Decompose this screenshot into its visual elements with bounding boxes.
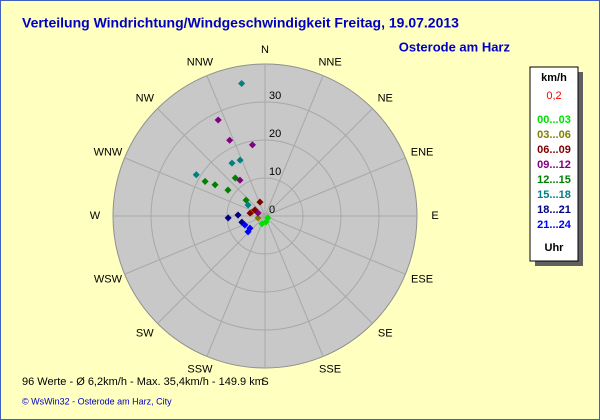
- r-tick-label: 0: [269, 204, 275, 216]
- legend-title: km/h: [541, 72, 567, 84]
- data-point: [246, 209, 254, 217]
- r-tick-label: 10: [269, 166, 281, 178]
- calm-label: 0,2: [546, 90, 561, 102]
- direction-label: N: [261, 44, 269, 56]
- data-point: [238, 79, 246, 88]
- grid-ring: [188, 139, 342, 293]
- data-point: [201, 177, 209, 185]
- direction-label: NNW: [187, 57, 214, 69]
- legend-label: 21...24: [537, 219, 572, 231]
- data-point: [254, 214, 262, 222]
- direction-label: SW: [136, 327, 154, 339]
- direction-label: SSW: [187, 363, 213, 375]
- direction-label: NW: [136, 93, 155, 105]
- r-tick-label: 30: [269, 90, 281, 102]
- direction-label: NNE: [318, 57, 341, 69]
- direction-label: ENE: [411, 146, 434, 158]
- data-point: [246, 224, 254, 232]
- data-point: [211, 181, 219, 189]
- legend-label: 06...09: [537, 144, 571, 156]
- data-point: [224, 186, 232, 194]
- r-tick-label: 20: [269, 128, 281, 140]
- direction-label: SE: [378, 327, 393, 339]
- grid-ring: [150, 101, 380, 331]
- data-point: [226, 136, 234, 144]
- data-point: [228, 159, 236, 167]
- data-point: [264, 214, 272, 222]
- direction-label: WNW: [94, 146, 123, 158]
- direction-label: E: [431, 210, 438, 222]
- direction-label: ESE: [411, 273, 433, 285]
- data-point: [224, 214, 232, 222]
- legend-box: [529, 66, 579, 262]
- legend-label: 12...15: [537, 174, 571, 186]
- direction-label: S: [261, 376, 268, 388]
- data-point: [236, 156, 244, 164]
- data-point: [214, 116, 222, 124]
- legend-label: 03...06: [537, 129, 571, 141]
- data-point: [234, 211, 242, 219]
- data-point: [248, 141, 256, 149]
- direction-label: SSE: [319, 363, 341, 375]
- footer: © WsWin32 - Osterode am Harz, City: [22, 396, 172, 406]
- direction-label: WSW: [94, 273, 123, 285]
- stats: 96 Werte - Ø 6,2km/h - Max. 35,4km/h - 1…: [22, 376, 264, 388]
- chart-title: Verteilung Windrichtung/Windgeschwindigk…: [22, 15, 459, 31]
- chart-subtitle: Osterode am Harz: [399, 39, 511, 54]
- data-point: [256, 198, 264, 206]
- data-point: [192, 171, 200, 179]
- legend-label: 18...21: [537, 204, 571, 216]
- direction-label: W: [90, 210, 101, 222]
- data-point: [244, 201, 252, 209]
- direction-label: NE: [378, 93, 393, 105]
- data-point: [231, 174, 239, 182]
- legend-label: 09...12: [537, 159, 571, 171]
- legend-label: 00...03: [537, 114, 571, 126]
- legend-footer: Uhr: [545, 242, 565, 254]
- legend-label: 15...18: [537, 189, 571, 201]
- data-point: [241, 221, 249, 229]
